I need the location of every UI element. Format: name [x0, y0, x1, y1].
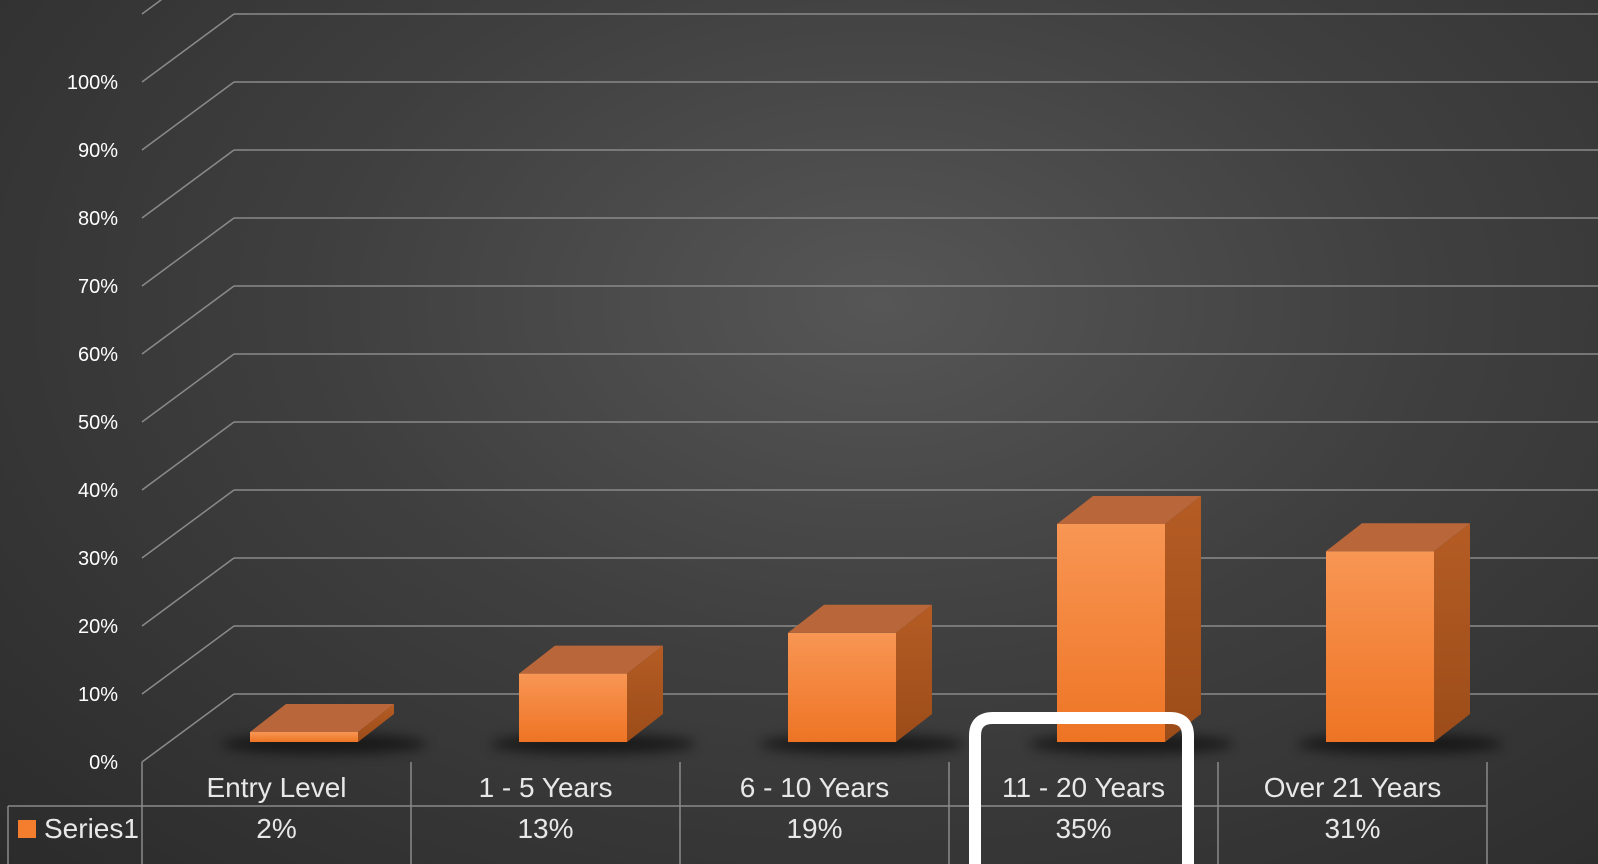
- bar-top: [250, 704, 394, 732]
- data-label: 19%: [786, 813, 842, 844]
- highlight-box: [969, 712, 1194, 864]
- category-label: 1 - 5 Years: [479, 772, 613, 803]
- bar-side: [896, 604, 932, 742]
- bar-top: [1326, 523, 1470, 552]
- data-label: 13%: [517, 813, 573, 844]
- gridline-depth: [141, 489, 235, 559]
- bar-top: [519, 645, 663, 674]
- y-axis-tick-labels: 0% 10% 20% 30% 40% 50% 60% 70% 80% 90% 100%: [67, 72, 118, 774]
- bar-side: [627, 645, 663, 742]
- gridline-depth: [141, 353, 235, 423]
- gridline-depth: [141, 557, 235, 627]
- y-tick-label: 40%: [78, 480, 118, 502]
- gridline-depth: [141, 0, 163, 15]
- y-tick-label: 20%: [78, 616, 118, 638]
- gridline-depth: [141, 285, 235, 355]
- gridline-depth: [141, 693, 235, 763]
- y-tick-label: 0%: [89, 752, 118, 774]
- y-tick-label: 50%: [78, 412, 118, 434]
- category-label: Entry Level: [206, 772, 346, 803]
- y-tick-label: 90%: [78, 140, 118, 162]
- bar-side: [1434, 523, 1470, 742]
- gridline-depth: [141, 217, 235, 287]
- y-tick-label: 10%: [78, 684, 118, 706]
- gridline-depth: [141, 149, 235, 219]
- category-label: Over 21 Years: [1264, 772, 1441, 803]
- gridline-depth: [141, 421, 235, 491]
- legend-swatch: [18, 820, 36, 838]
- bar-front: [250, 732, 358, 742]
- category-label: 11 - 20 Years: [1002, 772, 1165, 803]
- bars: [250, 496, 1470, 742]
- gridline-depth: [141, 625, 235, 695]
- y-tick-label: 70%: [78, 276, 118, 298]
- y-tick-label: 80%: [78, 208, 118, 230]
- data-label: 2%: [256, 813, 296, 844]
- data-table: Entry Level 2% 1 - 5 Years 13% 6 - 10 Years 1…: [7, 762, 1488, 864]
- bar-top: [1057, 496, 1201, 524]
- gridline-depth: [141, 13, 235, 83]
- bar-side: [358, 704, 394, 742]
- data-label: 35%: [1055, 813, 1111, 844]
- y-tick-label: 60%: [78, 344, 118, 366]
- bar-front: [788, 632, 896, 742]
- bar-side: [1165, 496, 1201, 742]
- y-tick-label: 30%: [78, 548, 118, 570]
- bar-front: [519, 673, 627, 742]
- bar-front: [1326, 551, 1434, 742]
- bar-top: [788, 604, 932, 633]
- bar-front: [1057, 524, 1165, 742]
- data-label: 31%: [1324, 813, 1380, 844]
- y-tick-label: 100%: [67, 72, 118, 94]
- gridline-depth: [141, 81, 235, 151]
- category-label: 6 - 10 Years: [740, 772, 889, 803]
- highlight-outline: [969, 712, 1194, 864]
- legend-label: Series1: [44, 813, 139, 844]
- gridlines: [141, 0, 1598, 763]
